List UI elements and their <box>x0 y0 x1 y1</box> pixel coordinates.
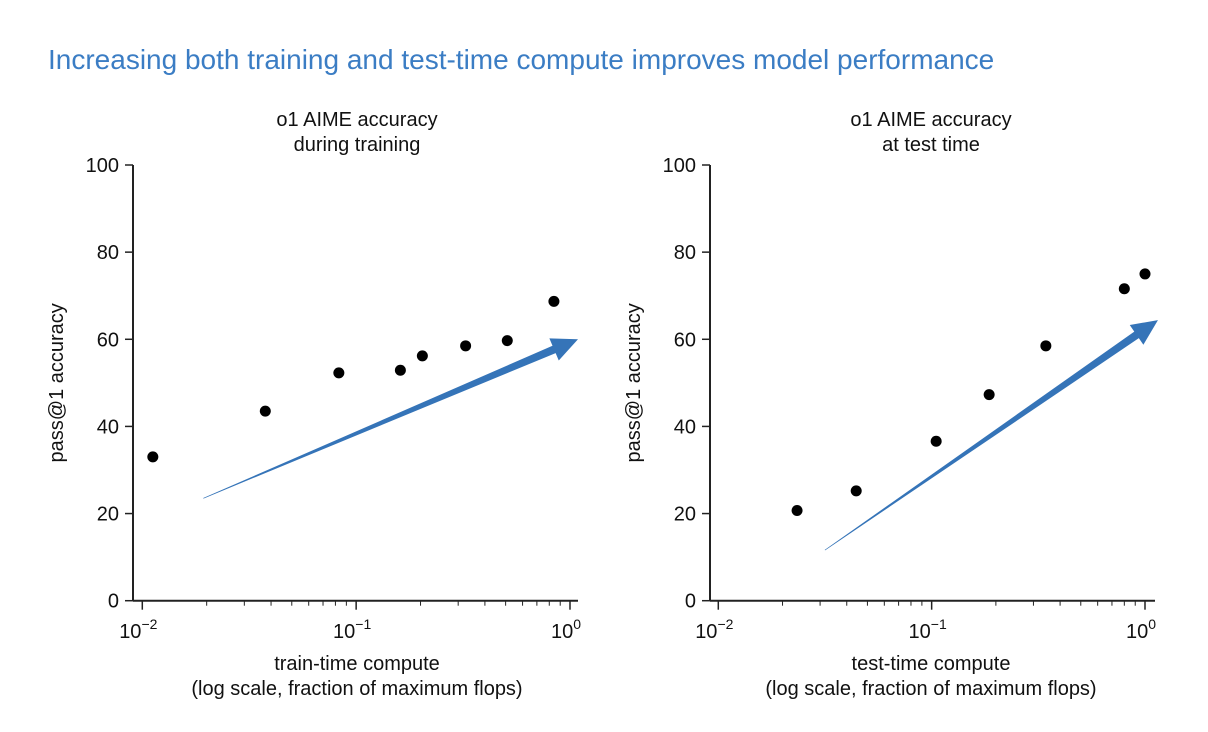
data-point <box>850 485 862 497</box>
data-point <box>548 295 560 307</box>
data-point <box>501 335 513 347</box>
data-point <box>259 405 271 417</box>
chart-title-line: o1 AIME accuracy <box>850 109 1011 131</box>
y-tick-label: 0 <box>108 591 119 613</box>
data-point <box>791 505 803 517</box>
data-point <box>983 389 995 401</box>
data-point <box>147 451 159 463</box>
y-tick-label: 40 <box>97 416 119 438</box>
x-tick-label: 100 <box>1126 616 1156 643</box>
page-title: Increasing both training and test-time c… <box>48 44 995 75</box>
data-point <box>1118 283 1130 295</box>
chart-title-line: o1 AIME accuracy <box>276 109 437 131</box>
x-axis-label: test-time compute <box>852 653 1011 675</box>
y-tick-label: 80 <box>97 242 119 264</box>
y-tick-label: 20 <box>97 504 119 526</box>
data-point <box>1139 268 1151 280</box>
data-point <box>460 340 472 352</box>
y-tick-label: 100 <box>86 155 119 177</box>
trend-arrow <box>824 320 1158 551</box>
x-axis-label: train-time compute <box>274 653 440 675</box>
x-axis-label: (log scale, fraction of maximum flops) <box>765 678 1096 700</box>
y-tick-label: 80 <box>674 242 696 264</box>
x-tick-label: 10−1 <box>333 616 371 643</box>
y-tick-label: 0 <box>685 591 696 613</box>
data-point <box>394 364 406 376</box>
data-point <box>333 367 345 379</box>
y-tick-label: 60 <box>674 329 696 351</box>
x-axis-label: (log scale, fraction of maximum flops) <box>191 678 522 700</box>
data-point <box>416 350 428 362</box>
trend-arrow <box>203 338 579 499</box>
data-point <box>1040 340 1052 352</box>
x-tick-label: 10−1 <box>909 616 947 643</box>
y-tick-label: 20 <box>674 504 696 526</box>
chart-title-line: during training <box>294 134 421 156</box>
x-tick-label: 100 <box>551 616 581 643</box>
x-tick-label: 10−2 <box>119 616 157 643</box>
chart-1: o1 AIME accuracy during training 0 20 40 60 80… <box>46 109 581 700</box>
y-axis-label: pass@1 accuracy <box>623 303 645 462</box>
y-tick-label: 100 <box>663 155 696 177</box>
chart-2: o1 AIME accuracy at test time 0 20 40 60 80 100… <box>623 109 1158 700</box>
x-tick-label: 10−2 <box>695 616 733 643</box>
chart-title-line: at test time <box>882 134 980 156</box>
y-axis-label: pass@1 accuracy <box>46 303 68 462</box>
y-tick-label: 40 <box>674 416 696 438</box>
data-point <box>930 435 942 447</box>
y-tick-label: 60 <box>97 329 119 351</box>
